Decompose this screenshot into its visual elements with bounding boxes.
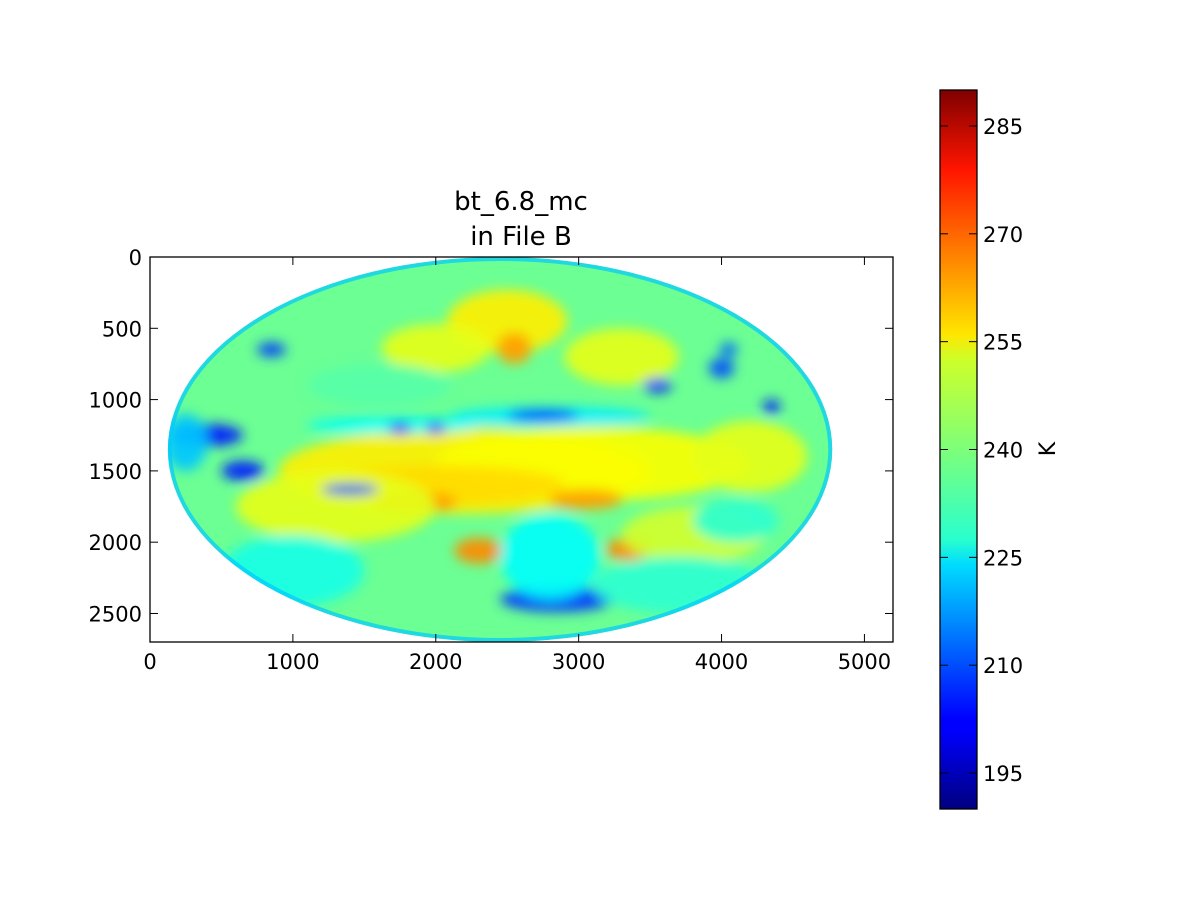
cold-cloud-region-24 [642, 378, 672, 393]
cold-cloud-region-21 [221, 460, 265, 481]
y-tick-label: 1000 [89, 389, 142, 413]
x-axis: 0 1000 2000 3000 4000 5000 [143, 257, 891, 674]
chart-title-line-1: bt_6.8_mc [454, 187, 588, 217]
cold-cloud-region-25 [708, 358, 735, 379]
cold-cloud-region-33 [307, 363, 451, 407]
colorbar-tick-label: 225 [983, 546, 1023, 570]
warm-region-13 [692, 420, 808, 493]
cold-cloud-region-29 [500, 513, 601, 600]
x-tick-label: 3000 [552, 650, 605, 674]
cold-cloud-region-32 [692, 499, 779, 543]
y-tick-label: 0 [129, 246, 142, 270]
y-tick-label: 1500 [89, 460, 142, 484]
warm-region-1 [497, 332, 532, 364]
cold-cloud-region-16 [507, 409, 579, 421]
cold-cloud-region-18 [425, 422, 446, 434]
colorbar-tick-label: 195 [983, 762, 1023, 786]
chart-title-line-2: in File B [470, 222, 572, 252]
colorbar-tick-label: 270 [983, 223, 1023, 247]
x-tick-label: 1000 [266, 650, 319, 674]
cold-cloud-region-23 [321, 483, 379, 496]
y-tick-label: 2500 [89, 602, 142, 626]
warm-region-3 [564, 328, 679, 386]
colorbar-tick-label: 255 [983, 331, 1023, 355]
cold-cloud-region-17 [388, 422, 412, 434]
cold-cloud-region-27 [720, 342, 738, 357]
axes-frame [149, 256, 894, 643]
cold-cloud-region-20 [167, 413, 208, 471]
earth-disk [167, 257, 833, 642]
colorbar-label: K [1036, 441, 1061, 456]
warm-region-8 [548, 489, 623, 510]
colorbar-ticks: 195 210 225 240 255 270 285 [940, 115, 1023, 786]
x-tick-label: 4000 [695, 650, 748, 674]
y-axis: 0 500 1000 1500 2000 2500 [89, 246, 893, 626]
x-tick-label: 2000 [409, 650, 462, 674]
brightness-temperature-field [167, 289, 808, 614]
warm-region-2 [381, 324, 491, 373]
colorbar-tick-label: 285 [983, 115, 1023, 139]
cold-cloud-region-26 [762, 399, 781, 414]
warm-region-11 [235, 470, 436, 543]
colorbar-tick-label: 210 [983, 654, 1023, 678]
x-tick-label: 5000 [838, 650, 891, 674]
cold-cloud-region-31 [592, 556, 765, 614]
plot-area [167, 257, 833, 642]
y-tick-label: 2000 [89, 531, 142, 555]
cold-cloud-region-22 [257, 342, 286, 357]
warm-region-9 [454, 537, 503, 564]
x-tick-label: 0 [143, 650, 156, 674]
y-tick-label: 500 [102, 317, 142, 341]
colorbar-tick-label: 240 [983, 439, 1023, 463]
